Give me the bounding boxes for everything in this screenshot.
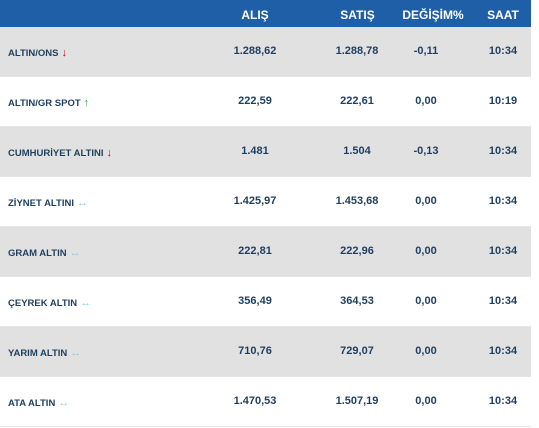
trend-flat-icon: ↔ bbox=[58, 397, 70, 409]
instrument-name[interactable]: ALTIN/GR SPOT ↑ bbox=[8, 97, 90, 109]
update-time: 10:34 bbox=[488, 395, 518, 407]
sell-price: 1.504 bbox=[343, 145, 371, 157]
change-percent: 0,00 bbox=[415, 95, 437, 107]
table-row[interactable]: GRAM ALTIN ↔ 222,81 222,96 0,00 10:34 bbox=[0, 227, 531, 277]
column-header-saat[interactable]: SAAT bbox=[487, 8, 519, 22]
change-percent: 0,00 bbox=[415, 395, 437, 407]
instrument-name[interactable]: ZİYNET ALTINI ↔ bbox=[8, 197, 88, 209]
instrument-name[interactable]: ATA ALTIN ↔ bbox=[8, 397, 70, 409]
change-percent: 0,00 bbox=[415, 345, 437, 357]
buy-price: 710,76 bbox=[238, 345, 272, 357]
buy-price: 1.481 bbox=[241, 145, 269, 157]
change-percent: 0,00 bbox=[415, 295, 437, 307]
update-time: 10:34 bbox=[488, 195, 518, 207]
table-row[interactable]: ALTIN/GR SPOT ↑ 222,59 222,61 0,00 10:19 bbox=[0, 77, 531, 127]
trend-flat-icon: ↔ bbox=[69, 247, 81, 259]
change-percent: 0,00 bbox=[415, 245, 437, 257]
instrument-name[interactable]: GRAM ALTIN ↔ bbox=[8, 247, 81, 259]
trend-down-icon: ↓ bbox=[61, 47, 68, 59]
column-header-alis[interactable]: ALIŞ bbox=[241, 8, 269, 22]
trend-flat-icon: ↔ bbox=[80, 297, 92, 309]
buy-price: 222,59 bbox=[238, 95, 272, 107]
trend-flat-icon: ↔ bbox=[70, 347, 82, 359]
column-header-degisim[interactable]: DEĞİŞİM% bbox=[402, 8, 464, 22]
sell-price: 729,07 bbox=[340, 345, 374, 357]
instrument-name[interactable]: YARIM ALTIN ↔ bbox=[8, 347, 82, 359]
sell-price: 364,53 bbox=[340, 295, 374, 307]
column-header-satis[interactable]: SATIŞ bbox=[340, 8, 375, 22]
change-percent: -0,11 bbox=[413, 45, 439, 57]
table-row[interactable]: ZİYNET ALTINI ↔ 1.425,97 1.453,68 0,00 10… bbox=[0, 177, 531, 227]
update-time: 10:34 bbox=[488, 45, 518, 57]
table-row[interactable]: CUMHURİYET ALTINI ↓ 1.481 1.504 -0,13 10:… bbox=[0, 127, 531, 177]
instrument-name[interactable]: ÇEYREK ALTIN ↔ bbox=[8, 297, 92, 309]
trend-flat-icon: ↔ bbox=[76, 197, 88, 209]
table-row[interactable]: ÇEYREK ALTIN ↔ 356,49 364,53 0,00 10:34 bbox=[0, 277, 531, 327]
buy-price: 356,49 bbox=[238, 295, 272, 307]
update-time: 10:19 bbox=[488, 95, 518, 107]
sell-price: 1.453,68 bbox=[335, 195, 379, 207]
trend-down-icon: ↓ bbox=[106, 147, 113, 159]
sell-price: 1.288,78 bbox=[335, 45, 379, 57]
instrument-name[interactable]: CUMHURİYET ALTINI ↓ bbox=[8, 147, 113, 159]
table-row[interactable]: ALTIN/ONS ↓ 1.288,62 1.288,78 -0,11 10:34 bbox=[0, 27, 531, 77]
change-percent: -0,13 bbox=[413, 145, 439, 157]
table-row[interactable]: ATA ALTIN ↔ 1.470,53 1.507,19 0,00 10:34 bbox=[0, 377, 531, 427]
instrument-name[interactable]: ALTIN/ONS ↓ bbox=[8, 47, 67, 59]
sell-price: 1.507,19 bbox=[335, 395, 379, 407]
table-row[interactable]: YARIM ALTIN ↔ 710,76 729,07 0,00 10:34 bbox=[0, 327, 531, 377]
sell-price: 222,96 bbox=[340, 245, 374, 257]
buy-price: 222,81 bbox=[238, 245, 272, 257]
trend-up-icon: ↑ bbox=[83, 97, 90, 109]
buy-price: 1.470,53 bbox=[233, 395, 277, 407]
table-header: ALIŞ SATIŞ DEĞİŞİM% SAAT bbox=[0, 0, 531, 27]
update-time: 10:34 bbox=[488, 145, 518, 157]
sell-price: 222,61 bbox=[340, 95, 374, 107]
update-time: 10:34 bbox=[488, 245, 518, 257]
change-percent: 0,00 bbox=[415, 195, 437, 207]
update-time: 10:34 bbox=[488, 295, 518, 307]
buy-price: 1.288,62 bbox=[233, 45, 277, 57]
buy-price: 1.425,97 bbox=[233, 195, 277, 207]
update-time: 10:34 bbox=[488, 345, 518, 357]
